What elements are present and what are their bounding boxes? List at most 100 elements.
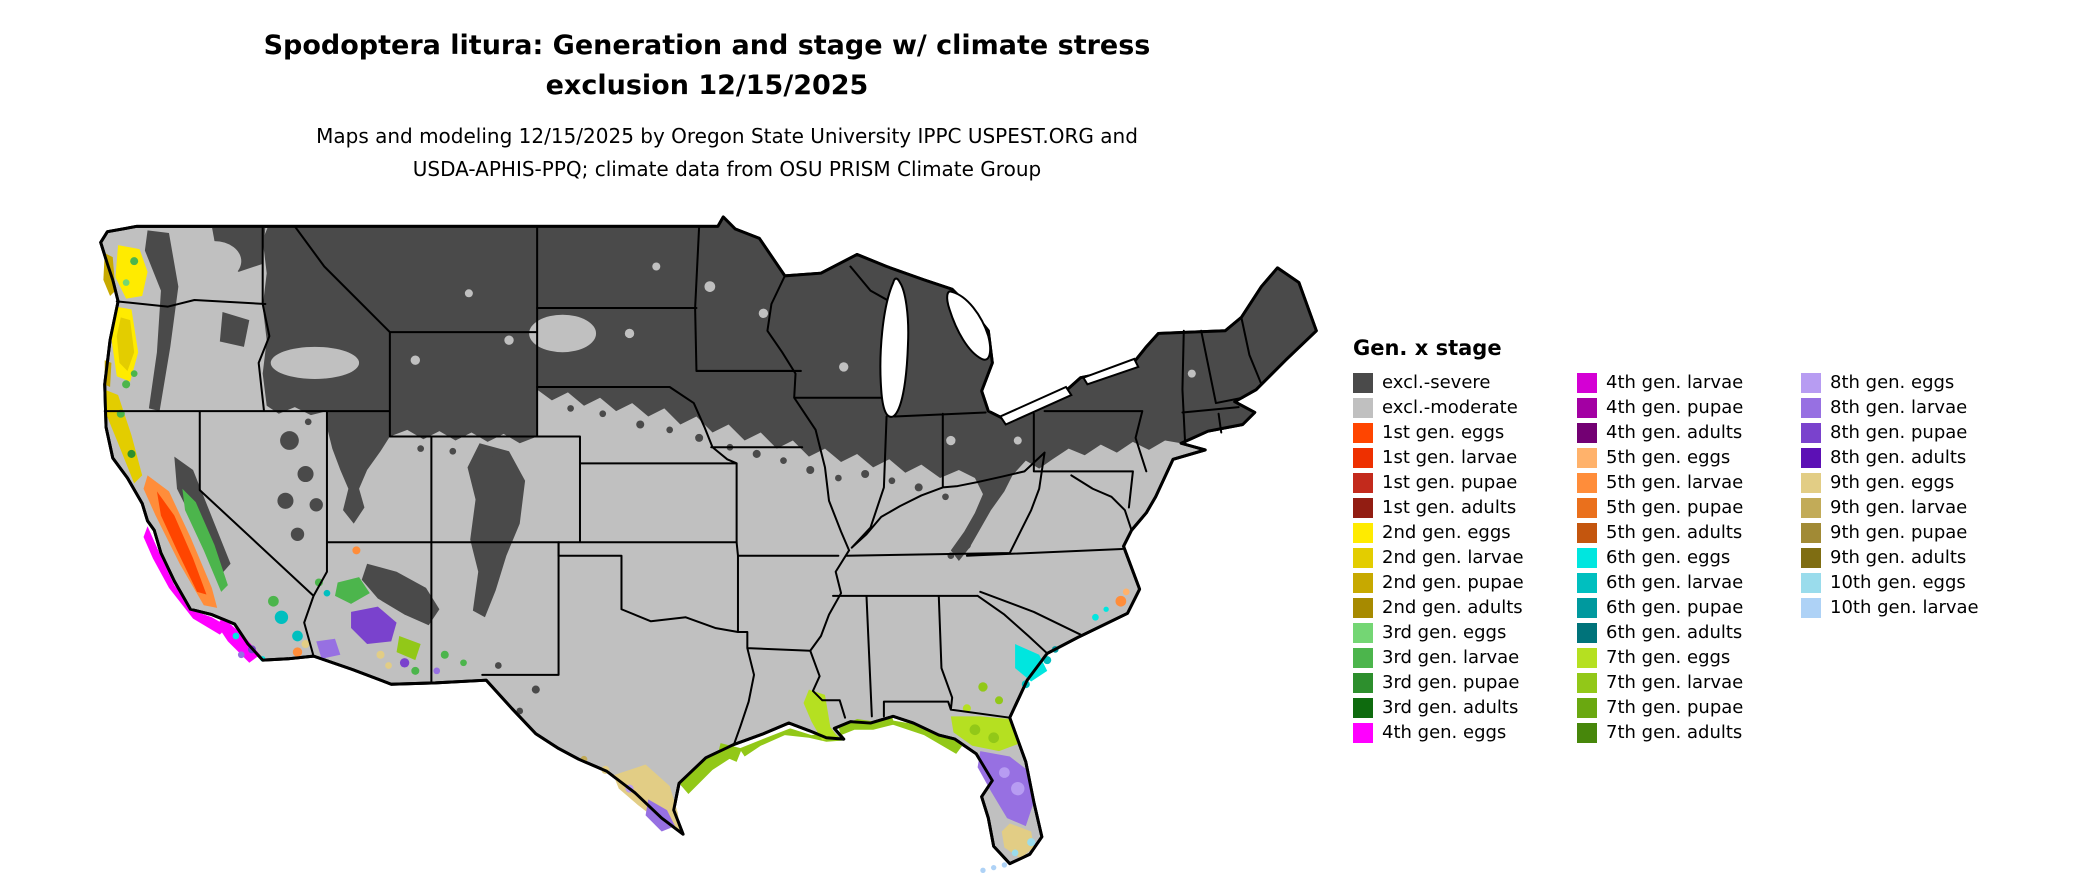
legend-item: 2nd gen. larvae — [1353, 545, 1577, 570]
excl-severe-regions — [144, 216, 1317, 715]
legend-item: 5th gen. larvae — [1577, 470, 1801, 495]
legend-label: 6th gen. larvae — [1606, 572, 1744, 593]
legend-title: Gen. x stage — [1353, 336, 1502, 360]
legend-item: 9th gen. adults — [1801, 545, 2006, 570]
legend-item: 5th gen. adults — [1577, 520, 1801, 545]
legend-swatch — [1577, 447, 1597, 468]
willamette-inner — [116, 317, 135, 371]
sc-coast-cyan — [1103, 606, 1109, 612]
lake-huron — [946, 290, 992, 361]
central-valley-red — [156, 491, 207, 595]
legend-label: excl.-moderate — [1382, 397, 1518, 418]
severe-colorado-rockies — [467, 443, 526, 618]
severe-sierra-nevada — [174, 456, 231, 575]
state-borders-plains — [536, 225, 883, 746]
legend-label: 6th gen. pupae — [1606, 597, 1744, 618]
nm-purple — [433, 667, 441, 675]
ga-chartreuse — [962, 704, 971, 713]
legend-item: 8th gen. pupae — [1801, 420, 2006, 445]
legend-swatch — [1577, 722, 1597, 743]
legend-swatch — [1577, 647, 1597, 668]
severe-north-mass — [262, 216, 1317, 562]
legend-swatch — [1353, 697, 1373, 718]
legend-item: 3rd gen. eggs — [1353, 620, 1577, 645]
legend-item: 4th gen. pupae — [1577, 395, 1801, 420]
legend-swatch — [1801, 422, 1821, 443]
legend-item: 3rd gen. pupae — [1353, 670, 1577, 695]
legend-columns: excl.-severe excl.-moderate 1st gen. eggs 1… — [1353, 370, 2006, 745]
az-green-nw — [334, 577, 370, 604]
legend-swatch — [1353, 622, 1373, 643]
keys-blue — [980, 867, 986, 873]
legend-swatch — [1801, 397, 1821, 418]
legend-label: 4th gen. larvae — [1606, 372, 1744, 393]
legend-swatch — [1801, 447, 1821, 468]
legend-item: 9th gen. larvae — [1801, 495, 2006, 520]
page-subtitle-line2: USDA-APHIS-PPQ; climate data from OSU PR… — [412, 157, 1042, 181]
legend-label: 10th gen. eggs — [1830, 572, 1966, 593]
nc-coast-orange — [1115, 595, 1127, 607]
page-subtitle: Maps and modeling 12/15/2025 by Oregon S… — [40, 120, 1414, 186]
norcal-coast — [104, 389, 143, 484]
legend-label: excl.-severe — [1382, 372, 1491, 393]
west-coast-regions — [103, 245, 148, 389]
page-title: Spodoptera litura: Generation and stage … — [0, 26, 1414, 106]
legend-column-1: excl.-severe excl.-moderate 1st gen. eggs 1… — [1353, 370, 1577, 745]
legend-item: excl.-severe — [1353, 370, 1577, 395]
legend-swatch — [1353, 422, 1373, 443]
legend-item: 9th gen. eggs — [1801, 470, 2006, 495]
legend-swatch — [1577, 397, 1597, 418]
yuma-purple — [316, 638, 341, 659]
legend-label: 5th gen. larvae — [1606, 472, 1744, 493]
legend-item: 7th gen. pupae — [1577, 695, 1801, 720]
legend-item: 6th gen. adults — [1577, 620, 1801, 645]
legend-label: 9th gen. eggs — [1830, 472, 1955, 493]
legend-swatch — [1353, 397, 1373, 418]
nm-green — [460, 659, 467, 667]
az-khaki — [385, 662, 392, 669]
tx-coast-green — [679, 745, 740, 794]
legend-column-2: 4th gen. larvae 4th gen. pupae 4th gen. ad… — [1577, 370, 1801, 745]
legend-label: 1st gen. adults — [1382, 497, 1517, 518]
la-delta-chartreuse — [803, 689, 839, 741]
legend-label: 9th gen. pupae — [1830, 522, 1968, 543]
state-borders-east — [832, 265, 1263, 719]
moderate-holes — [187, 241, 1196, 446]
legend-swatch — [1577, 372, 1597, 393]
legend-swatch — [1801, 572, 1821, 593]
keys-blue — [990, 864, 997, 871]
legend-label: 2nd gen. larvae — [1382, 547, 1524, 568]
ga-green — [978, 682, 988, 692]
legend-item: 4th gen. larvae — [1577, 370, 1801, 395]
vegas-speck — [323, 589, 331, 597]
sierra-foothills-green — [182, 488, 228, 592]
sfl-cyan — [1027, 838, 1036, 847]
legend-item: 7th gen. larvae — [1577, 670, 1801, 695]
lake-erie — [998, 385, 1073, 426]
legend-swatch — [1577, 497, 1597, 518]
legend-swatch — [1353, 472, 1373, 493]
legend-label: 8th gen. larvae — [1830, 397, 1968, 418]
legend-item: 1st gen. pupae — [1353, 470, 1577, 495]
legend-swatch — [1353, 722, 1373, 743]
legend-swatch — [1353, 447, 1373, 468]
legend-label: 4th gen. adults — [1606, 422, 1743, 443]
ga-green — [995, 696, 1004, 705]
legend-swatch — [1577, 547, 1597, 568]
legend-label: 7th gen. adults — [1606, 722, 1743, 743]
california-regions — [104, 389, 310, 663]
legend-swatch — [1353, 497, 1373, 518]
legend-item: 6th gen. pupae — [1577, 595, 1801, 620]
legend-label: 8th gen. adults — [1830, 447, 1967, 468]
phoenix-purple — [351, 606, 397, 645]
us-map — [94, 212, 1319, 886]
legend-label: 1st gen. larvae — [1382, 447, 1518, 468]
page-title-line1: Spodoptera litura: Generation and stage … — [263, 30, 1151, 61]
stgeorge-speck — [352, 546, 361, 555]
legend-swatch — [1353, 572, 1373, 593]
legend-label: 2nd gen. eggs — [1382, 522, 1511, 543]
legend-label: 2nd gen. adults — [1382, 597, 1523, 618]
legend-label: 7th gen. eggs — [1606, 647, 1731, 668]
legend-item: 6th gen. eggs — [1577, 545, 1801, 570]
